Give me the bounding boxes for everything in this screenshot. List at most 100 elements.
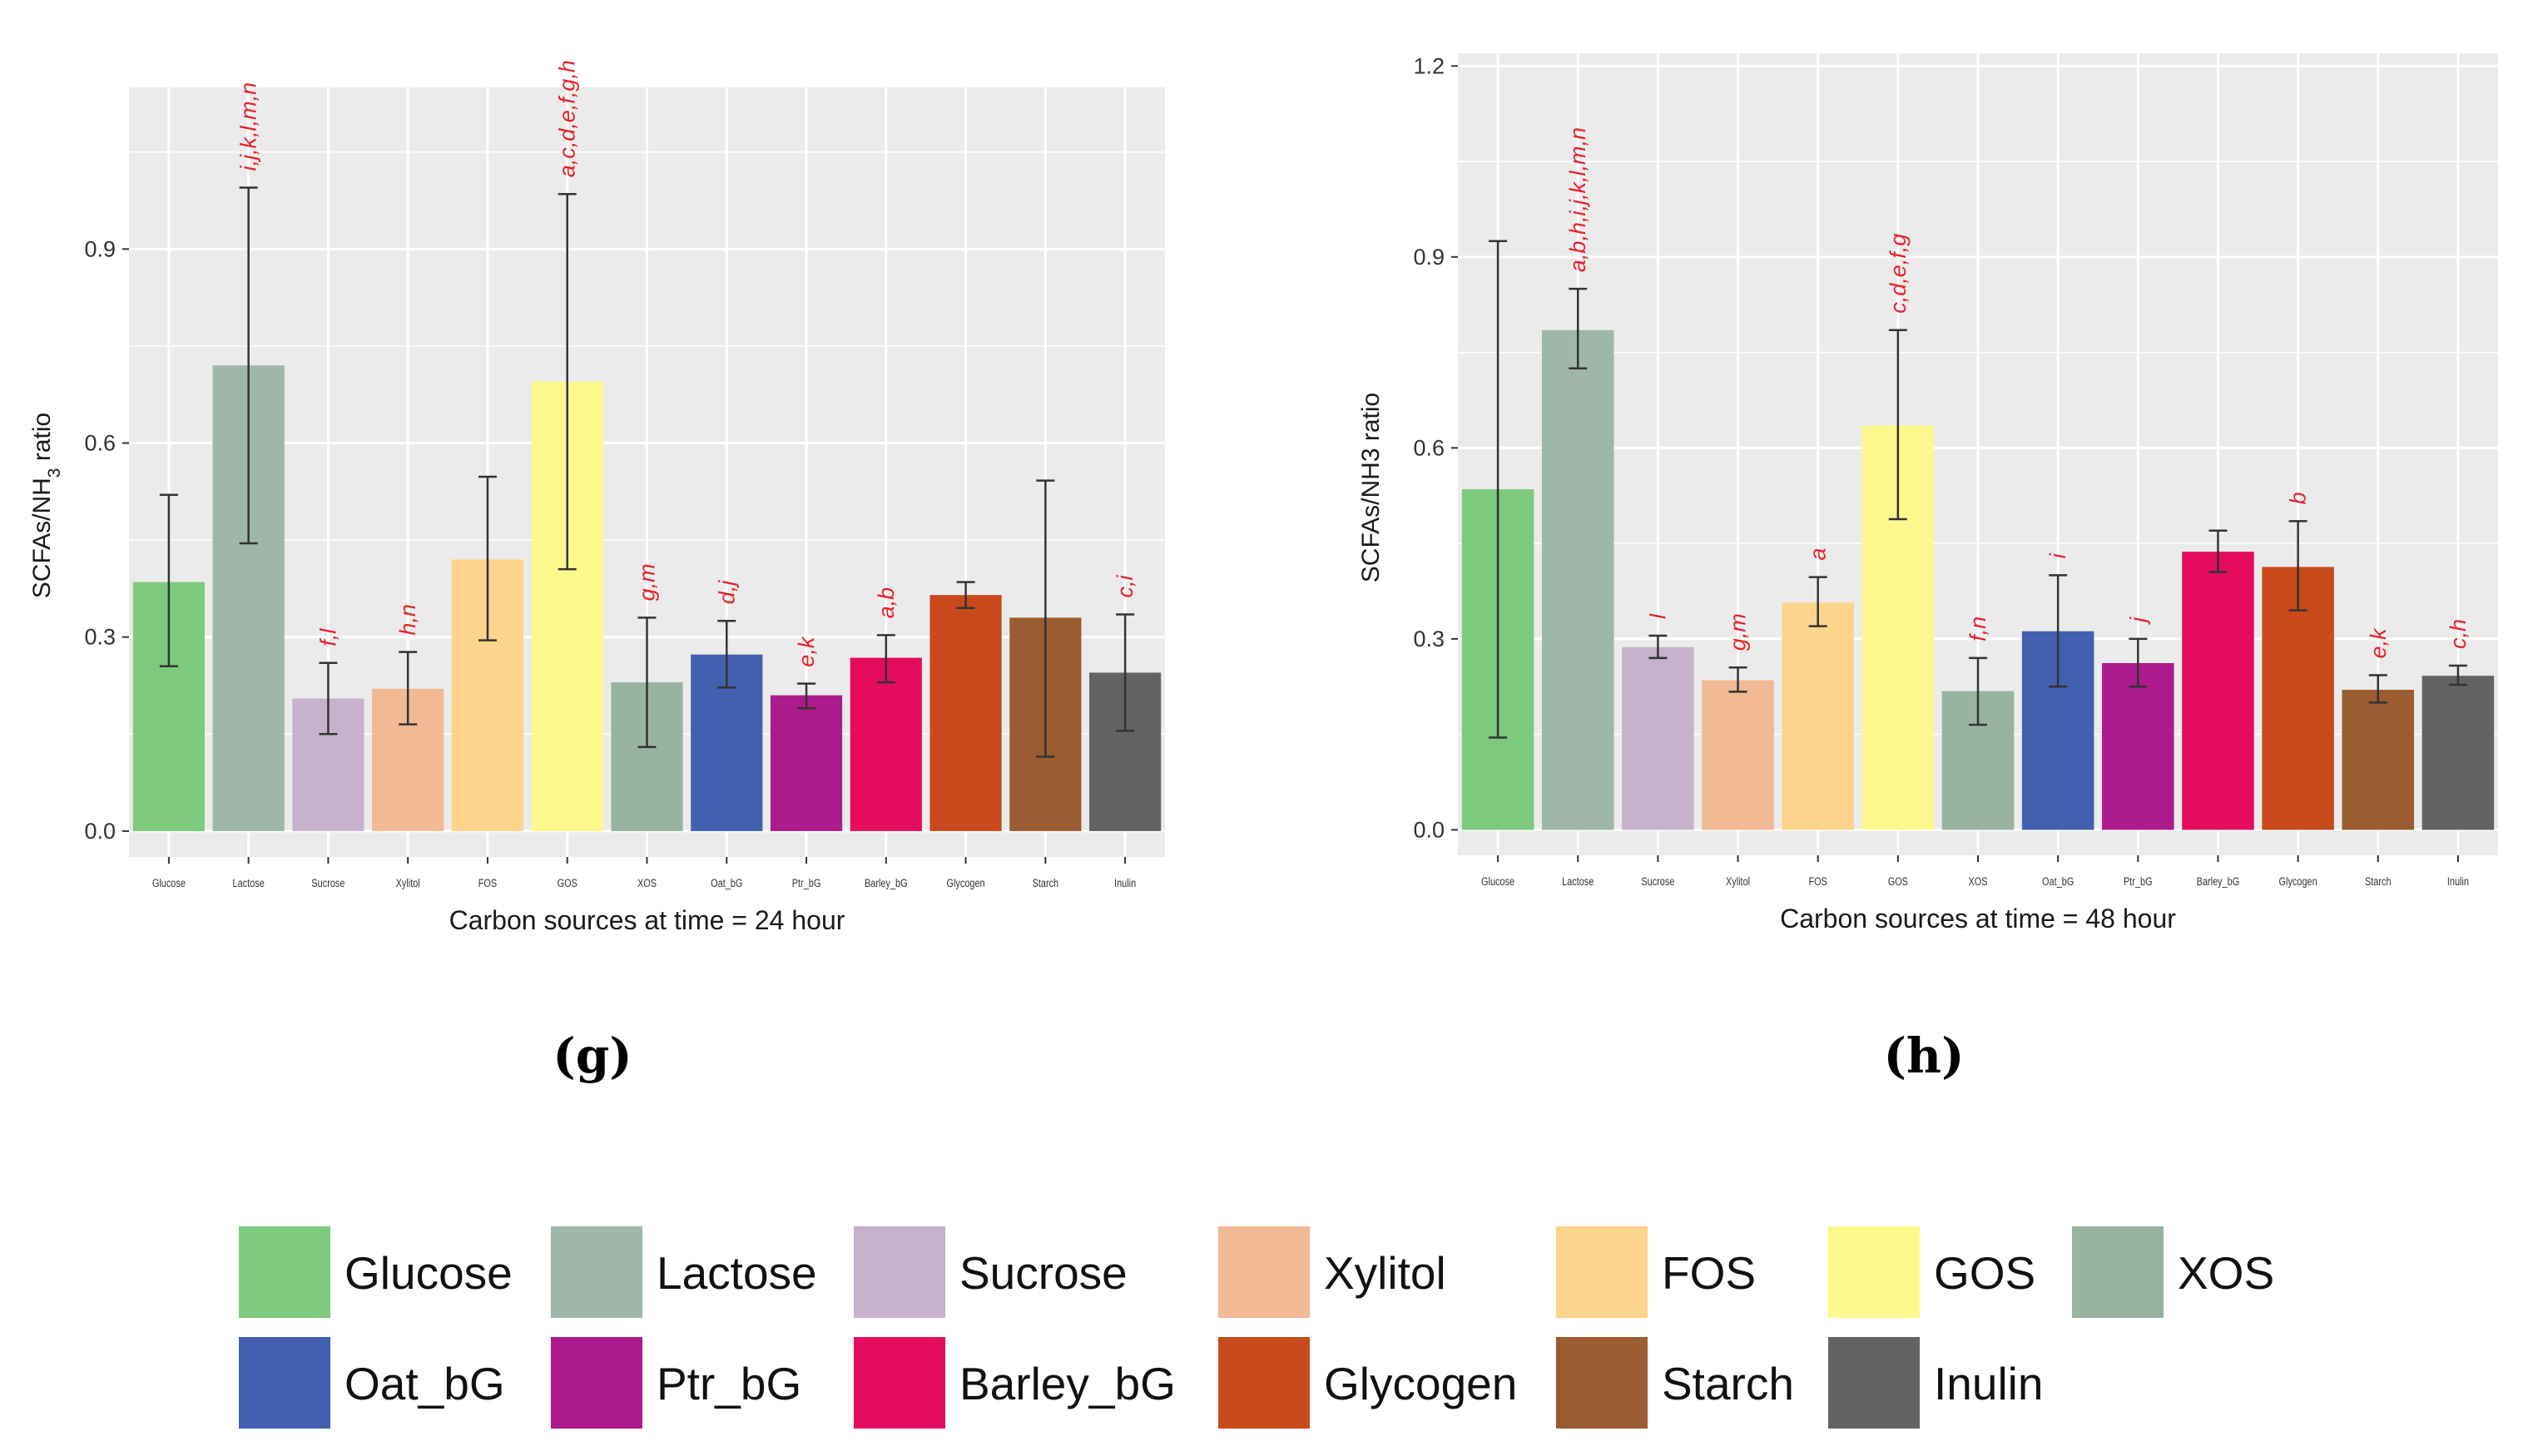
x-tick-label: Barley_bG xyxy=(2197,875,2240,889)
y-tick-label: 0.3 xyxy=(84,625,116,650)
legend-swatch xyxy=(551,1337,642,1429)
x-tick-label: Glycogen xyxy=(2279,875,2317,889)
legend-swatch xyxy=(1218,1337,1310,1429)
bar-inulin xyxy=(2421,676,2495,830)
errorbar-oat-bg xyxy=(717,620,736,689)
y-axis-title-main: SCFAs/NH xyxy=(28,478,56,598)
legend-item-fos: FOS xyxy=(1556,1226,1756,1318)
x-axis-title: Carbon sources at time = 24 hour xyxy=(449,905,845,935)
x-tick-label: FOS xyxy=(478,877,497,890)
legend-item-gos: GOS xyxy=(1828,1226,2035,1318)
legend-swatch xyxy=(1556,1226,1648,1318)
x-tick-label: Glucose xyxy=(1481,875,1514,889)
legend-swatch xyxy=(1218,1226,1310,1318)
legend-item-xos: XOS xyxy=(2072,1226,2274,1318)
significance-label: c,i xyxy=(1113,575,1138,598)
legend-label: FOS xyxy=(1662,1247,1756,1299)
legend-label: Ptr_bG xyxy=(657,1358,801,1409)
legend-item-inulin: Inulin xyxy=(1828,1337,2043,1429)
errorbar-inulin xyxy=(2448,664,2467,686)
significance-label: f,l xyxy=(315,628,340,646)
x-tick-label: Sucrose xyxy=(1641,875,1674,889)
legend-swatch xyxy=(854,1226,945,1318)
bar-xylitol xyxy=(1702,680,1774,830)
bar-chart-48h: 0.0 0.3 0.6 0.9 1.2 Glucose a,b,h,i,j,k,l,m,n L… xyxy=(1357,53,2498,934)
significance-label: j xyxy=(2125,617,2150,626)
legend-label: Barley_bG xyxy=(959,1358,1176,1409)
bar-ptr-bg xyxy=(2102,662,2174,830)
bar-chart-24h: 0.0 0.3 0.6 0.9 Glucose i,j,k,l,m,n Lactose f,l… xyxy=(28,60,1165,935)
legend-swatch xyxy=(854,1337,945,1429)
bar-barley-bg xyxy=(850,657,922,831)
bar-glycogen xyxy=(929,595,1002,831)
x-tick-label: Starch xyxy=(2365,875,2392,889)
x-tick-label: Lactose xyxy=(233,877,265,890)
errorbar-starch xyxy=(1036,479,1055,758)
legend-item-sucrose: Sucrose xyxy=(854,1226,1128,1318)
legend-label: Lactose xyxy=(657,1247,817,1299)
y-axis-title-subscript: 3 xyxy=(45,468,64,478)
errorbar-fos xyxy=(478,475,497,641)
errorbar-xylitol xyxy=(399,651,418,726)
legend-swatch xyxy=(239,1226,330,1318)
x-tick-label: Inulin xyxy=(2447,875,2469,889)
errorbar-glycogen xyxy=(2288,520,2307,612)
legend-label: Sucrose xyxy=(959,1247,1128,1299)
y-axis-title-suffix: ratio xyxy=(28,413,56,468)
errorbar-glucose xyxy=(159,493,178,667)
significance-label: a,c,d,e,f,g,h xyxy=(555,60,580,177)
significance-label: b xyxy=(2286,492,2311,504)
panel-label-h: (h) xyxy=(1883,1028,1965,1084)
significance-label: i xyxy=(2045,552,2070,558)
legend-label: Inulin xyxy=(1934,1358,2043,1409)
bar-starch xyxy=(2342,690,2415,830)
chart-panel-g: 0.0 0.3 0.6 0.9 Glucose i,j,k,l,m,n Lactose f,l… xyxy=(0,0,1248,1084)
x-tick-label: Oat_bG xyxy=(2042,875,2074,889)
y-tick-label: 1.2 xyxy=(1413,53,1445,78)
x-tick-label: Starch xyxy=(1033,877,1059,890)
legend-label: Oat_bG xyxy=(345,1358,505,1409)
errorbar-starch xyxy=(2368,674,2387,704)
legend-label: Glycogen xyxy=(1324,1358,1517,1409)
significance-label: c,d,e,f,g xyxy=(1886,234,1911,314)
bar-sucrose xyxy=(1622,646,1694,830)
significance-label: a,b,h,i,j,k,l,m,n xyxy=(1565,127,1590,272)
legend-swatch xyxy=(2072,1226,2164,1318)
legend-item-starch: Starch xyxy=(1556,1337,1794,1429)
x-tick-label: Ptr_bG xyxy=(792,877,821,890)
significance-label: c,h xyxy=(2446,619,2471,649)
x-tick-label: Xylitol xyxy=(396,877,420,890)
x-tick-label: Glycogen xyxy=(947,877,985,890)
bar-fos xyxy=(1782,602,1854,830)
legend-item-glycogen: Glycogen xyxy=(1218,1337,1517,1429)
significance-label: g,m xyxy=(1726,613,1751,651)
x-tick-label: XOS xyxy=(1968,875,1987,889)
errorbar-inulin xyxy=(1116,613,1135,732)
legend: Glucose Lactose Sucrose Xylitol FOS GOS XOS Oat… xyxy=(239,1226,2274,1429)
x-tick-label: Inulin xyxy=(1114,877,1136,890)
x-axis-title: Carbon sources at time = 48 hour xyxy=(1780,904,2176,934)
y-tick-label: 0.0 xyxy=(84,819,116,844)
errorbar-barley-bg xyxy=(2208,529,2228,573)
legend-swatch xyxy=(239,1337,330,1429)
errorbar-ptr-bg xyxy=(2129,637,2148,688)
legend-label: XOS xyxy=(2178,1247,2274,1299)
y-axis-title: SCFAs/NH3 ratio xyxy=(1357,393,1385,582)
y-tick-label: 0.3 xyxy=(1413,626,1445,651)
errorbar-sucrose xyxy=(1648,634,1668,660)
legend-label: Xylitol xyxy=(1324,1247,1446,1299)
errorbar-gos xyxy=(1888,329,1907,521)
significance-label: h,n xyxy=(395,604,420,636)
errorbar-barley-bg xyxy=(876,634,895,684)
chart-panel-h: 0.0 0.3 0.6 0.9 1.2 Glucose a,b,h,i,j,k,l,m,n L… xyxy=(1331,0,2528,1084)
errorbar-sucrose xyxy=(319,661,338,735)
y-tick-label: 0.0 xyxy=(1413,817,1445,842)
x-tick-label: Sucrose xyxy=(311,877,345,890)
errorbar-xylitol xyxy=(1728,666,1747,693)
x-tick-label: Ptr_bG xyxy=(2124,875,2153,889)
x-tick-label: GOS xyxy=(1888,875,1908,889)
y-tick-label: 0.9 xyxy=(84,236,116,261)
significance-label: e,k xyxy=(2366,627,2391,659)
y-axis-title: SCFAs/NH3 ratio xyxy=(28,413,64,598)
legend-item-lactose: Lactose xyxy=(551,1226,817,1318)
